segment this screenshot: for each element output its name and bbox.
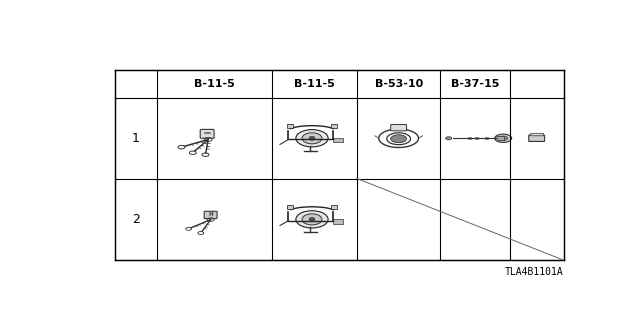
Ellipse shape: [296, 130, 328, 147]
Bar: [495, 136, 504, 140]
Text: B-11-5: B-11-5: [194, 79, 235, 89]
Ellipse shape: [499, 136, 508, 140]
FancyBboxPatch shape: [529, 135, 545, 141]
FancyBboxPatch shape: [390, 124, 406, 131]
Circle shape: [390, 135, 406, 143]
Bar: [485, 137, 488, 140]
Ellipse shape: [302, 214, 322, 225]
Ellipse shape: [495, 134, 511, 142]
Text: B-11-5: B-11-5: [294, 79, 335, 89]
Bar: [287, 205, 293, 209]
Text: 2: 2: [132, 213, 140, 226]
Ellipse shape: [302, 133, 322, 144]
Text: B-37-15: B-37-15: [451, 79, 499, 89]
Bar: [331, 205, 337, 209]
Ellipse shape: [309, 136, 315, 140]
Bar: [475, 137, 479, 140]
FancyBboxPatch shape: [204, 211, 217, 219]
FancyBboxPatch shape: [200, 129, 214, 138]
Bar: [287, 124, 293, 128]
Bar: [333, 219, 343, 224]
Text: H: H: [208, 212, 213, 217]
Text: TLA4B1101A: TLA4B1101A: [505, 268, 564, 277]
Bar: [333, 138, 343, 142]
Text: 1: 1: [132, 132, 140, 145]
Ellipse shape: [309, 217, 315, 221]
Bar: [331, 124, 337, 128]
Bar: [467, 137, 471, 140]
Circle shape: [445, 137, 452, 140]
FancyBboxPatch shape: [531, 133, 543, 136]
Ellipse shape: [296, 211, 328, 228]
Bar: [204, 132, 210, 133]
Text: B-53-10: B-53-10: [374, 79, 423, 89]
